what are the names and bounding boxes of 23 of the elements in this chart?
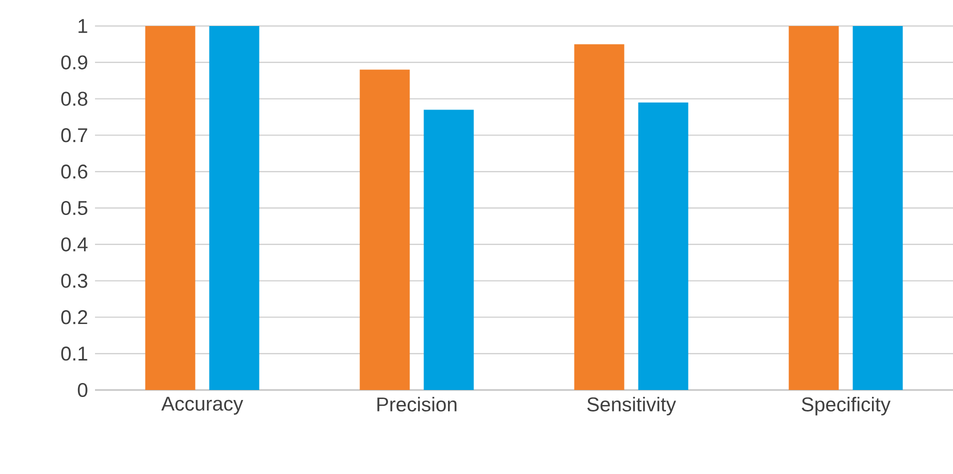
y-tick-label: 0.2 <box>61 310 88 324</box>
y-tick-label: 0 <box>78 382 88 398</box>
y-tick-label: 0.5 <box>61 200 88 216</box>
bar <box>360 70 410 390</box>
x-tick-label: Precision <box>377 396 456 412</box>
y-tick-label: 0.4 <box>61 237 88 252</box>
y-tick-label: 0.9 <box>61 55 88 70</box>
bar <box>788 26 839 390</box>
y-tick-label: 0.3 <box>61 274 88 288</box>
bar <box>852 26 903 390</box>
y-tick-label: 0.1 <box>61 346 88 361</box>
y-tick-label: 0.7 <box>61 128 88 142</box>
bar <box>209 26 260 390</box>
y-tick-label: 0.8 <box>61 92 88 106</box>
y-tick-label: 1 <box>78 19 88 33</box>
y-tick-label: 0.6 <box>61 164 88 179</box>
x-tick-label: Accuracy <box>161 396 244 415</box>
x-tick-label: Sensitivity <box>587 396 676 416</box>
x-tick-label: Specificity <box>802 396 891 416</box>
bar <box>424 110 474 390</box>
bar <box>145 26 196 390</box>
bar <box>638 102 688 390</box>
bar <box>574 44 624 390</box>
